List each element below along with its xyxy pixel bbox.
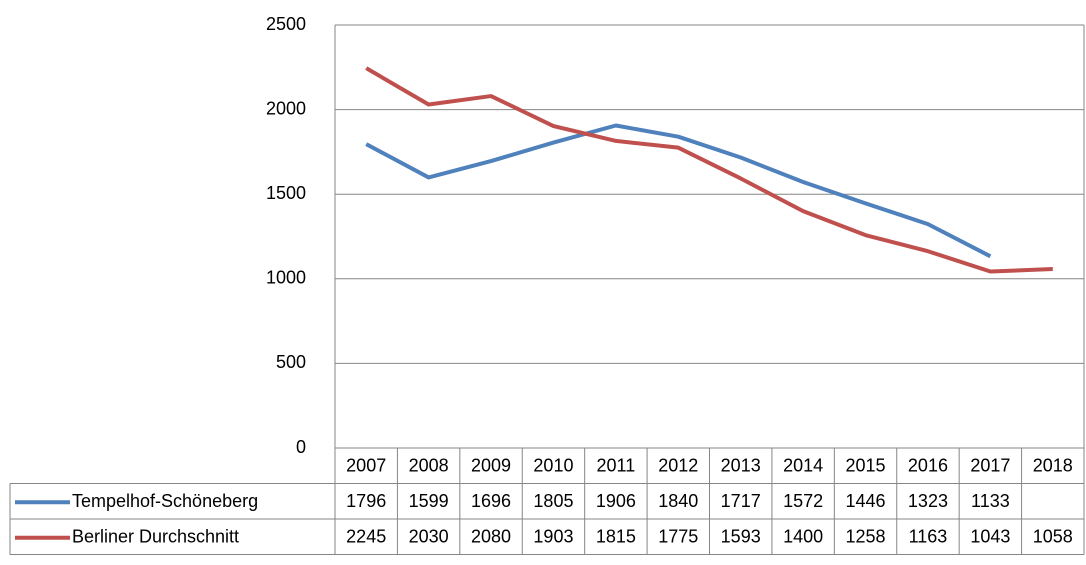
table-value: 1133 [971,491,1010,511]
x-tick-label: 2016 [908,456,948,476]
table-value: 1258 [846,527,886,547]
table-value: 1572 [783,491,823,511]
table-value: 1058 [1033,527,1073,547]
y-tick-label: 2500 [266,14,306,34]
table-value: 1805 [533,491,573,511]
legend-label: Tempelhof-Schöneberg [72,491,258,511]
table-value: 1906 [596,491,636,511]
x-tick-label: 2009 [471,456,511,476]
x-tick-label: 2007 [346,456,386,476]
table-value: 1796 [346,491,386,511]
table-value: 1903 [533,527,573,547]
table-value: 1400 [783,527,823,547]
y-tick-label: 1500 [266,183,306,203]
table-value: 1717 [721,491,761,511]
table-value: 1323 [908,491,948,511]
y-tick-label: 2000 [266,98,306,118]
series-line [365,123,992,259]
x-tick-label: 2015 [846,456,886,476]
y-tick-label: 0 [296,437,306,457]
x-tick-label: 2018 [1033,456,1073,476]
x-tick-label: 2012 [658,456,698,476]
table-value: 2030 [409,527,449,547]
table-value: 1840 [658,491,698,511]
table-value: 2080 [471,527,511,547]
table-value: 1593 [721,527,761,547]
y-tick-label: 1000 [266,268,306,288]
x-tick-label: 2014 [783,456,823,476]
y-tick-label: 500 [276,352,306,372]
x-tick-label: 2011 [597,456,636,476]
x-tick-label: 2017 [970,456,1010,476]
legend-label: Berliner Durchschnitt [72,527,239,547]
table-value: 1043 [970,527,1010,547]
table-value: 1775 [658,527,698,547]
x-tick-label: 2013 [721,456,761,476]
x-tick-label: 2008 [409,456,449,476]
x-tick-label: 2010 [533,456,573,476]
series-line [365,66,1053,274]
table-value: 2245 [346,527,386,547]
table-value: 1599 [409,491,449,511]
table-value: 1815 [596,527,636,547]
table-value: 1446 [846,491,886,511]
table-value: 1696 [471,491,511,511]
table-value: 1163 [909,527,948,547]
